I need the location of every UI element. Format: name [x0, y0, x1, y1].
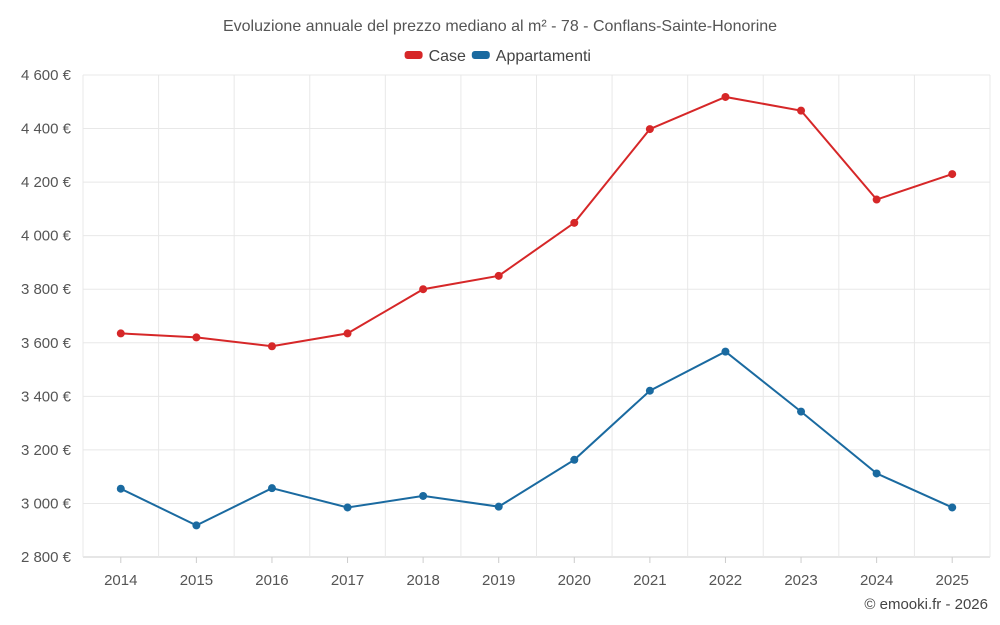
series-line: [120, 95, 953, 348]
legend-swatch: [404, 51, 423, 59]
legend-label[interactable]: Appartamenti: [496, 48, 591, 65]
data-point: [192, 333, 201, 342]
data-point: [797, 106, 806, 115]
data-point: [570, 218, 579, 227]
data-point: [419, 285, 428, 294]
y-tick-label: 3 200 €: [21, 442, 72, 459]
x-tick-label: 2014: [104, 572, 137, 589]
y-tick-label: 3 000 €: [21, 495, 72, 512]
chart-title: Evoluzione annuale del prezzo mediano al…: [223, 18, 777, 35]
data-point: [570, 455, 579, 464]
y-tick-label: 3 600 €: [21, 335, 72, 352]
data-point: [494, 502, 503, 511]
x-tick-label: 2024: [860, 572, 893, 589]
x-tick-label: 2015: [180, 572, 213, 589]
series-0: [116, 92, 957, 351]
data-point: [192, 521, 201, 530]
y-tick-label: 4 600 €: [21, 67, 72, 84]
gridlines: [82, 74, 991, 558]
data-point: [116, 329, 125, 338]
data-point: [494, 271, 503, 280]
x-tick-label: 2016: [255, 572, 288, 589]
series-layer: [116, 92, 957, 530]
series-line: [120, 350, 953, 527]
data-point: [872, 469, 881, 478]
data-point: [116, 484, 125, 493]
legend-swatch: [471, 51, 490, 59]
x-tick-label: 2019: [482, 572, 515, 589]
data-point: [872, 195, 881, 204]
legend-label[interactable]: Case: [429, 48, 466, 65]
x-tick-label: 2017: [331, 572, 364, 589]
x-tick-label: 2021: [633, 572, 666, 589]
data-point: [645, 125, 654, 134]
y-tick-label: 3 400 €: [21, 388, 72, 405]
series-1: [116, 347, 957, 530]
y-axis: 2 800 € 3 000 € 3 200 € 3 400 € 3 600 € 3 800…: [21, 67, 72, 566]
y-tick-label: 4 400 €: [21, 121, 72, 138]
y-tick-label: 2 800 €: [21, 549, 72, 566]
data-point: [419, 491, 428, 500]
data-point: [797, 407, 806, 416]
x-tick-label: 2022: [709, 572, 742, 589]
x-axis: 2014 2015 2016 2017 2018 2019 2020 2021 2022 2023…: [104, 557, 969, 589]
data-point: [721, 347, 730, 356]
data-point: [948, 170, 957, 179]
x-tick-label: 2023: [784, 572, 817, 589]
x-tick-label: 2025: [936, 572, 969, 589]
legend: Case Appartamenti: [404, 48, 591, 65]
data-point: [267, 484, 276, 493]
data-point: [267, 342, 276, 351]
y-tick-label: 3 800 €: [21, 281, 72, 298]
y-tick-label: 4 000 €: [21, 228, 72, 245]
x-tick-label: 2018: [406, 572, 439, 589]
y-tick-label: 4 200 €: [21, 174, 72, 191]
data-point: [343, 503, 352, 512]
data-point: [721, 92, 730, 101]
data-point: [645, 386, 654, 395]
data-point: [343, 329, 352, 338]
credit-text: © emooki.fr - 2026: [864, 596, 988, 613]
x-tick-label: 2020: [558, 572, 591, 589]
data-point: [948, 503, 957, 512]
